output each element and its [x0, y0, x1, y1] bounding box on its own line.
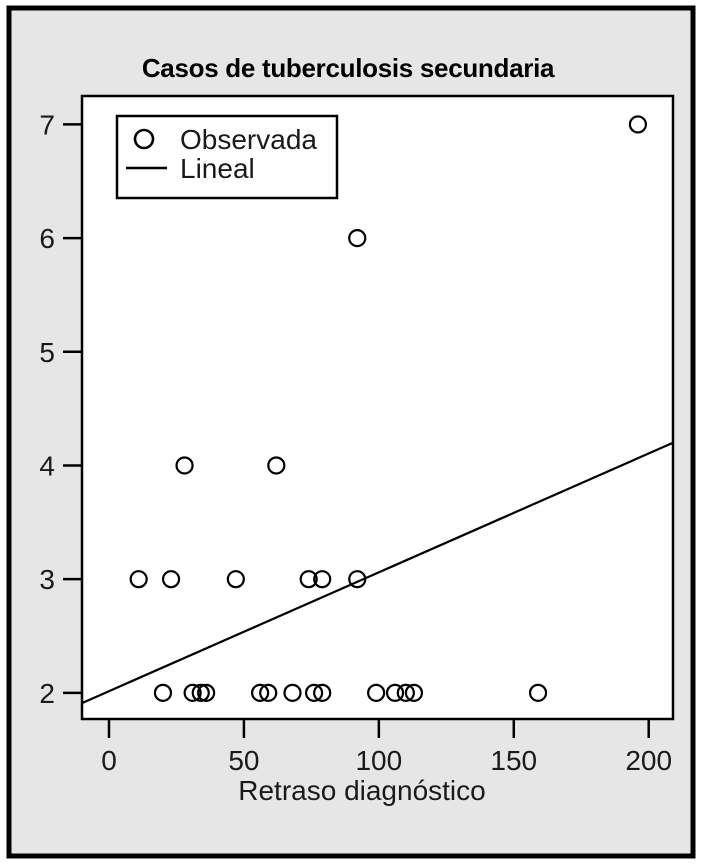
y-tick-label: 5	[39, 337, 55, 368]
data-point	[313, 683, 332, 702]
x-tick-label: 200	[625, 745, 672, 776]
data-point	[628, 115, 648, 134]
data-point	[348, 570, 367, 589]
legend-box	[115, 114, 339, 200]
data-point	[161, 570, 181, 589]
legend-label-lineal: Lineal	[180, 153, 255, 184]
data-point	[385, 683, 405, 702]
plot-area	[80, 94, 675, 721]
y-tick-label: 3	[39, 564, 55, 595]
data-point	[251, 683, 270, 702]
data-point	[404, 683, 424, 702]
data-point	[299, 570, 318, 589]
chart-title: Casos de tuberculosis secundaria	[142, 53, 555, 83]
data-point	[304, 683, 324, 702]
data-points	[129, 115, 648, 702]
y-tick-label: 2	[39, 678, 55, 709]
legend-label-observada: Observada	[180, 124, 317, 155]
x-tick-label: 50	[228, 745, 259, 776]
data-point	[191, 683, 210, 702]
x-tick-label: 100	[355, 745, 402, 776]
data-point	[183, 683, 202, 702]
x-axis-ticks: 0 50 100 150 200	[101, 719, 672, 776]
data-point	[348, 229, 367, 248]
regression-line	[81, 441, 674, 705]
data-point	[367, 683, 386, 702]
data-point	[153, 683, 173, 702]
x-axis-label: Retraso diagnóstico	[238, 775, 485, 806]
data-point	[396, 683, 415, 702]
data-point	[226, 570, 245, 589]
data-point	[283, 683, 302, 702]
legend-marker-circle-icon	[133, 128, 155, 150]
data-point	[197, 683, 216, 702]
x-tick-label: 0	[101, 745, 117, 776]
data-point	[129, 570, 148, 589]
legend: Observada Lineal	[115, 114, 339, 200]
y-tick-label: 7	[39, 109, 55, 140]
regression-line-segment	[81, 441, 674, 705]
data-point	[175, 456, 194, 475]
data-point	[313, 570, 332, 589]
x-tick-label: 150	[490, 745, 537, 776]
y-axis-ticks: 2 3 4 5 6 7	[39, 109, 82, 709]
y-tick-label: 4	[39, 450, 55, 481]
data-point	[267, 456, 286, 475]
data-point	[528, 683, 548, 702]
y-tick-label: 6	[39, 223, 55, 254]
data-point	[259, 683, 278, 702]
